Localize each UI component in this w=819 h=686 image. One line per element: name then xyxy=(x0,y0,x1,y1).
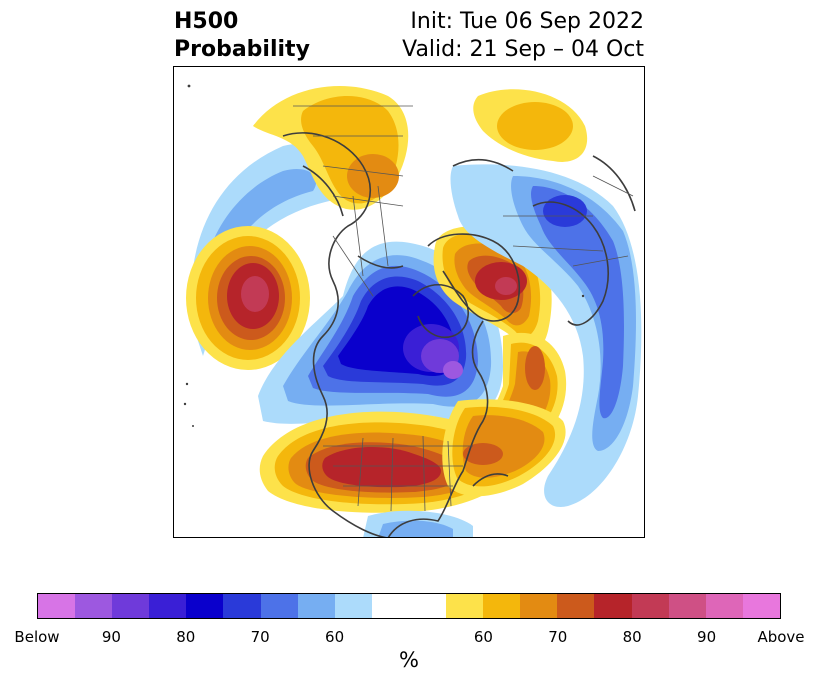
central-low xyxy=(258,241,503,424)
colorbar-tick-label: 60 xyxy=(473,628,493,646)
product-title: Probability xyxy=(174,37,310,62)
colorbar-tick-label: Below xyxy=(14,628,60,646)
colorbar-tick-label: Above xyxy=(757,628,805,646)
colorbar-segment xyxy=(223,594,261,618)
colorbar-segment xyxy=(742,594,780,618)
borders xyxy=(293,105,634,512)
colorbar-segment xyxy=(446,594,484,618)
colorbar-segment xyxy=(334,594,372,618)
colorbar-segment xyxy=(408,594,447,618)
colorbar-units: % xyxy=(399,648,419,672)
probability-map xyxy=(173,66,645,538)
pacific-high xyxy=(186,226,310,370)
colorbar-segment xyxy=(594,594,632,618)
colorbar-tick-label: 60 xyxy=(325,628,345,646)
colorbar-segment xyxy=(112,594,150,618)
colorbar-tick-label: 80 xyxy=(176,628,196,646)
atlantic-subtropical-high xyxy=(442,399,566,497)
colorbar-segment xyxy=(631,594,669,618)
colorbar-segment xyxy=(705,594,743,618)
colorbar-segment xyxy=(260,594,298,618)
title-right: Init: Tue 06 Sep 2022 Valid: 21 Sep – 04… xyxy=(402,8,644,64)
colorbar-segment xyxy=(557,594,595,618)
map-frame xyxy=(173,66,645,538)
colorbar-segment xyxy=(38,594,76,618)
colorbar-tick-label: 80 xyxy=(622,628,642,646)
colorbar-segment xyxy=(520,594,558,618)
variable-title: H500 xyxy=(174,9,239,34)
colorbar-tick-label: 90 xyxy=(101,628,121,646)
islands xyxy=(183,84,585,427)
colorbar-segment xyxy=(483,594,521,618)
colorbar-tick-label: 70 xyxy=(250,628,270,646)
valid-range: Valid: 21 Sep – 04 Oct xyxy=(402,37,644,62)
colorbar-segment xyxy=(75,594,113,618)
blue-anomaly-east xyxy=(450,164,642,507)
colorbar-segment xyxy=(371,594,409,618)
colorbar-tick-label: 70 xyxy=(548,628,568,646)
colorbar-segment xyxy=(149,594,187,618)
southern-blue xyxy=(363,510,473,538)
title-left: H500 Probability xyxy=(174,8,310,64)
colorbar-segment xyxy=(668,594,706,618)
colorbar xyxy=(37,593,781,619)
colorbar-segment xyxy=(297,594,335,618)
init-date: Init: Tue 06 Sep 2022 xyxy=(410,9,644,34)
colorbar-segment xyxy=(186,594,224,618)
colorbar-tick-label: 90 xyxy=(697,628,717,646)
